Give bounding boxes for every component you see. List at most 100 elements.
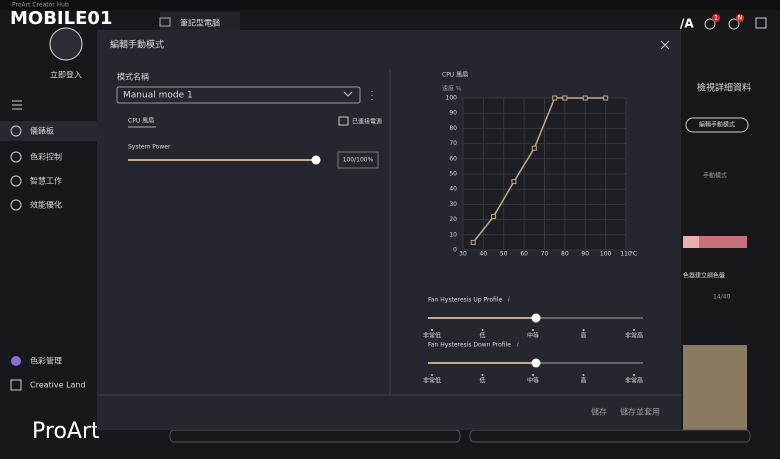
mode-name-label: 模式名稱 <box>117 72 149 82</box>
thumbnail <box>683 345 747 430</box>
hysteresis-sliders: Fan Hysteresis Up Profile i非常低低中等高非常高Fan … <box>423 297 643 385</box>
level-label: 非常高 <box>625 377 643 385</box>
y-tick-label: 20 <box>449 216 457 223</box>
level-dot <box>532 329 534 331</box>
nav-item[interactable]: 色彩控制 <box>30 152 62 162</box>
fan-curve-chart: 0 10 20 30 40 50 60 70 80 90 100 30 40 50 60 70 80 90 100 1… <box>446 95 638 258</box>
y-tick-label: 10 <box>449 231 457 238</box>
modal-title: 編輯手動模式 <box>110 39 164 51</box>
nav-item[interactable]: Creative Land <box>30 381 86 390</box>
power-value-box[interactable] <box>337 151 379 169</box>
close-button[interactable] <box>660 40 670 50</box>
power-value: 100/100% <box>343 157 374 164</box>
hysteresis-title: Fan Hysteresis Up Profile <box>428 297 502 304</box>
curve-point[interactable] <box>491 214 497 220</box>
nav-item[interactable]: 儀錶板 <box>30 126 54 136</box>
mode-label: 手動模式 <box>703 172 727 180</box>
nav-icon <box>10 175 22 187</box>
y-tick-label: 100 <box>446 95 458 102</box>
x-tick-label: 80 <box>561 251 569 258</box>
level-label: 中等 <box>527 377 539 385</box>
level-dot <box>582 374 585 376</box>
x-tick-label: 50 <box>500 251 508 258</box>
grid-icon[interactable] <box>755 17 767 29</box>
y-axis-label: 速度 % <box>442 85 462 93</box>
watermark: MOBILE01 <box>10 8 112 29</box>
tab-label[interactable]: 筆記型電腦 <box>180 18 220 28</box>
system-power-label: System Power <box>128 144 171 151</box>
title-bar <box>0 0 780 10</box>
level-dot <box>481 329 484 331</box>
info-icon: i <box>508 297 510 304</box>
level-label: 非常低 <box>423 332 441 340</box>
y-tick-label: 0 <box>453 247 457 254</box>
x-tick-label: 30 <box>459 251 467 258</box>
curve-point[interactable] <box>511 179 517 185</box>
level-dot <box>633 329 635 331</box>
slider-knob[interactable] <box>531 313 541 323</box>
bell-icon[interactable] <box>704 18 716 30</box>
nav-icon <box>10 379 22 391</box>
gear-icon[interactable] <box>728 18 740 30</box>
level-dot <box>431 374 433 376</box>
nav-active <box>0 121 97 141</box>
save-apply-button[interactable]: 儲存並套用 <box>620 407 660 417</box>
x-tick-label: 110 <box>620 251 632 258</box>
level-label: 低 <box>479 332 485 340</box>
curve-point[interactable] <box>562 95 568 101</box>
power-status: 已連接電源 <box>352 118 382 126</box>
badge <box>712 14 720 22</box>
menu-icon[interactable] <box>12 100 22 110</box>
level-label: 高 <box>580 332 586 340</box>
curve-point[interactable] <box>470 239 476 245</box>
x-tick-label: 70 <box>541 251 549 258</box>
curve-point[interactable] <box>552 95 558 101</box>
level-dot <box>532 374 534 376</box>
badge-text: N <box>738 15 743 22</box>
mode-name[interactable]: Manual mode 1 <box>123 91 193 101</box>
info-icon: i <box>517 342 519 349</box>
slider-knob[interactable] <box>531 358 541 368</box>
level-label: 中等 <box>527 332 539 340</box>
edit-button[interactable] <box>685 117 749 133</box>
power-icon <box>338 116 349 126</box>
badge-text: 1 <box>714 15 718 22</box>
nav-icon <box>10 151 22 163</box>
edit-button-label[interactable]: 編輯手動模式 <box>699 121 735 129</box>
badge <box>736 14 744 22</box>
x-tick-label: 40 <box>480 251 488 258</box>
y-tick-label: 60 <box>449 155 457 162</box>
curve-point[interactable] <box>531 145 537 151</box>
nav-item[interactable]: 智慧工作 <box>30 176 62 186</box>
nav-item[interactable]: 效能優化 <box>30 200 62 210</box>
chart-title: CPU 風扇 <box>442 71 468 79</box>
power-slider-knob[interactable] <box>311 155 321 165</box>
level-dot <box>431 329 433 331</box>
level-label: 高 <box>580 377 586 385</box>
avatar[interactable] <box>49 27 83 61</box>
level-dot <box>633 374 635 376</box>
y-tick-label: 40 <box>449 186 457 193</box>
level-label: 低 <box>479 377 485 385</box>
mode-dropdown[interactable] <box>116 86 361 104</box>
x-tick-label: 60 <box>520 251 528 258</box>
y-tick-label: 80 <box>449 125 457 132</box>
x-tick-label: 90 <box>581 251 589 258</box>
hysteresis-title: Fan Hysteresis Down Profile <box>428 342 511 349</box>
nav-icon <box>11 356 21 366</box>
nav-item[interactable]: 色彩管理 <box>30 356 62 366</box>
window-title: ProArt Creator Hub <box>12 2 69 9</box>
curve-point[interactable] <box>603 95 609 101</box>
details-link[interactable]: 檢視詳細資料 <box>697 82 751 94</box>
fan-tab[interactable]: CPU 風扇 <box>128 117 154 125</box>
laptop-icon <box>159 17 171 27</box>
save-button[interactable]: 儲存 <box>591 407 607 417</box>
counter: 14/40 <box>713 294 730 301</box>
chevron <box>343 91 353 97</box>
y-tick-label: 30 <box>449 201 457 208</box>
level-label: 非常高 <box>625 332 643 340</box>
login[interactable]: 立即登入 <box>50 70 82 80</box>
brand: ProArt <box>32 419 100 444</box>
curve-point[interactable] <box>582 95 588 101</box>
